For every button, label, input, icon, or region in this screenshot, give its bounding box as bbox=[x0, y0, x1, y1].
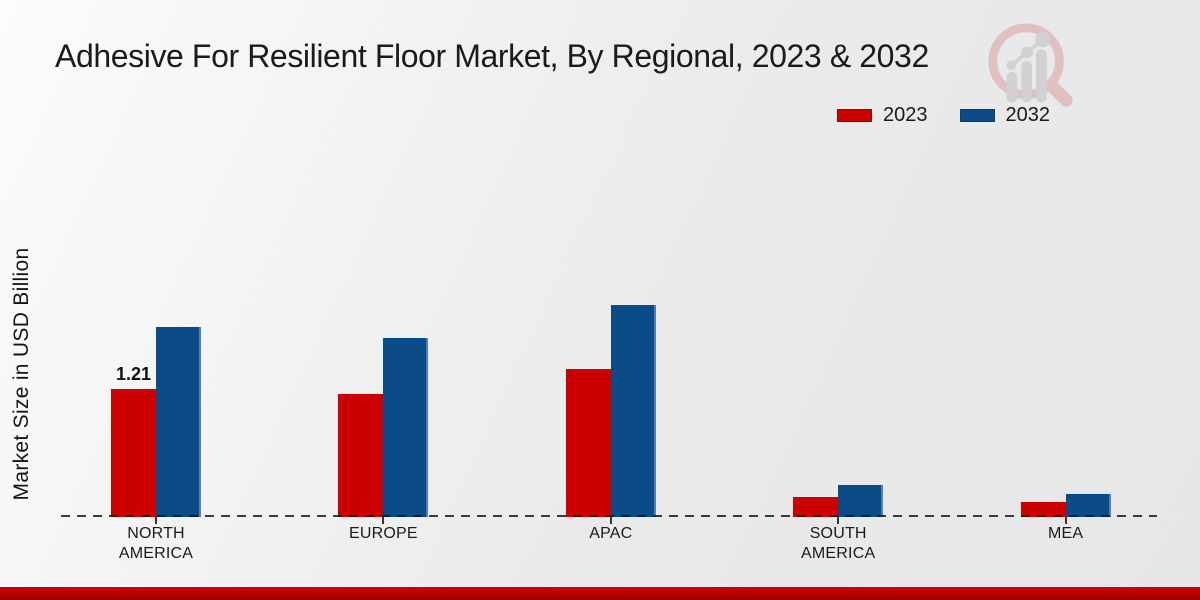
x-axis-tick-apac bbox=[609, 517, 612, 524]
bar-europe-2032 bbox=[383, 338, 429, 517]
legend-swatch-2032 bbox=[959, 109, 995, 122]
magnifier-handle-icon bbox=[1044, 78, 1073, 107]
bar-south-america-2032 bbox=[838, 485, 884, 517]
legend-label-2023: 2023 bbox=[883, 104, 928, 126]
x-axis-tick-europe bbox=[382, 517, 385, 524]
legend-item-2023: 2023 bbox=[837, 104, 928, 127]
x-axis-label-mea: MEA bbox=[1047, 525, 1084, 542]
x-axis-baseline bbox=[61, 515, 1157, 517]
x-axis-tick-mea bbox=[1064, 517, 1067, 524]
x-axis-tick-north-america bbox=[155, 517, 157, 524]
bar-apac-2023 bbox=[565, 369, 611, 517]
bar-europe-2023 bbox=[338, 394, 384, 517]
legend-label-2032: 2032 bbox=[1005, 104, 1051, 126]
y-axis-label: Market Size in USD Billion bbox=[10, 247, 33, 501]
bar-north-america-2032 bbox=[156, 327, 201, 517]
bar-south-america-2023 bbox=[793, 497, 839, 517]
x-axis-label-north-america: NORTH AMERICA bbox=[118, 525, 194, 562]
legend-swatch-2023 bbox=[837, 109, 872, 122]
chart-title: Adhesive For Resilient Floor Market, By … bbox=[55, 38, 929, 74]
bar-mea-2032 bbox=[1065, 494, 1111, 517]
bar-value-label-north-america-2023: 1.21 bbox=[115, 364, 152, 384]
bar-apac-2032 bbox=[610, 305, 656, 517]
x-axis-label-europe: EUROPE bbox=[349, 525, 418, 542]
x-axis-label-apac: APAC bbox=[589, 525, 633, 542]
bottom-accent-bar bbox=[0, 587, 1200, 600]
mrfr-logo-watermark bbox=[988, 23, 1073, 107]
x-axis-label-south-america: SOUTH AMERICA bbox=[801, 525, 876, 562]
chart-legend: 2023 2032 bbox=[837, 104, 1050, 127]
bar-north-america-2023 bbox=[111, 389, 156, 517]
bar-mea-2023 bbox=[1020, 502, 1066, 517]
legend-item-2032: 2032 bbox=[959, 104, 1051, 127]
x-axis-tick-south-america bbox=[837, 517, 840, 524]
